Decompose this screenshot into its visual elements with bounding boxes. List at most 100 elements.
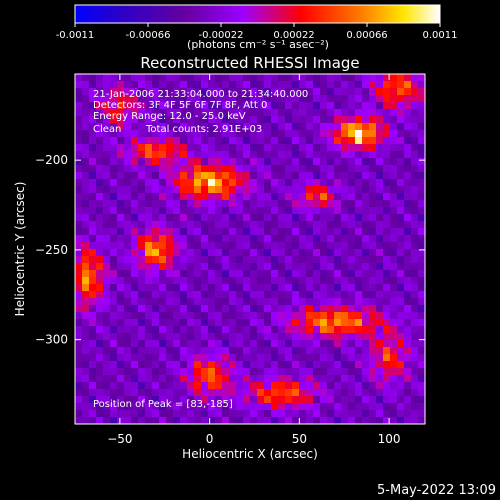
heatmap-cell (89, 88, 97, 96)
heatmap-cell (229, 193, 237, 201)
heatmap-cell (341, 284, 349, 292)
heatmap-cell (229, 172, 237, 180)
heatmap-cell (201, 312, 209, 320)
heatmap-cell (264, 305, 272, 313)
heatmap-cell (348, 235, 356, 243)
heatmap-cell (250, 291, 258, 299)
heatmap-cell (313, 403, 321, 411)
heatmap-cell (348, 270, 356, 278)
heatmap-cell (264, 228, 272, 236)
heatmap-cell (320, 291, 328, 299)
heatmap-cell (355, 74, 363, 82)
heatmap-cell (327, 144, 335, 152)
heatmap-cell (264, 333, 272, 341)
heatmap-cell (327, 74, 335, 82)
heatmap-cell (313, 277, 321, 285)
heatmap-cell (348, 347, 356, 355)
heatmap-cell (257, 333, 265, 341)
heatmap-cell (369, 298, 377, 306)
heatmap-cell (215, 354, 223, 362)
heatmap-cell (257, 403, 265, 411)
heatmap-cell (285, 74, 293, 82)
heatmap-cell (131, 410, 139, 418)
heatmap-cell (320, 74, 328, 82)
heatmap-cell (355, 256, 363, 264)
heatmap-cell (89, 396, 97, 404)
heatmap-cell (369, 130, 377, 138)
heatmap-cell (75, 417, 83, 424)
heatmap-cell (201, 368, 209, 376)
heatmap-cell (383, 186, 391, 194)
heatmap-cell (187, 263, 195, 271)
heatmap-cell (264, 158, 272, 166)
heatmap-cell (341, 242, 349, 250)
heatmap-cell (103, 403, 111, 411)
heatmap-cell (271, 144, 279, 152)
heatmap-cell (383, 319, 391, 327)
heatmap-cell (215, 123, 223, 131)
heatmap-cell (166, 277, 174, 285)
heatmap-cell (404, 277, 412, 285)
heatmap-cell (138, 277, 146, 285)
heatmap-cell (103, 263, 111, 271)
heatmap-cell (145, 88, 153, 96)
heatmap-cell (355, 172, 363, 180)
heatmap-cell (138, 116, 146, 124)
heatmap-cell (215, 235, 223, 243)
heatmap-cell (341, 116, 349, 124)
heatmap-cell (208, 382, 216, 390)
heatmap-cell (117, 242, 125, 250)
heatmap-cell (285, 319, 293, 327)
heatmap-cell (89, 235, 97, 243)
heatmap-cell (145, 417, 153, 424)
heatmap-cell (222, 389, 230, 397)
heatmap-cell (250, 277, 258, 285)
heatmap-cell (271, 291, 279, 299)
heatmap-cell (313, 249, 321, 257)
heatmap-cell (103, 396, 111, 404)
heatmap-cell (89, 270, 97, 278)
heatmap-cell (166, 256, 174, 264)
heatmap-cell (271, 389, 279, 397)
heatmap-cell (397, 284, 405, 292)
heatmap-cell (306, 340, 314, 348)
heatmap-cell (222, 179, 230, 187)
heatmap-cell (418, 347, 425, 355)
heatmap-cell (376, 165, 384, 173)
heatmap-cell (180, 375, 188, 383)
heatmap-cell (159, 158, 167, 166)
heatmap-cell (222, 298, 230, 306)
heatmap-cell (166, 130, 174, 138)
heatmap-cell (236, 326, 244, 334)
heatmap-cell (173, 221, 181, 229)
heatmap-cell (82, 74, 90, 82)
heatmap-cell (131, 403, 139, 411)
heatmap-cell (166, 417, 174, 424)
heatmap-cell (215, 368, 223, 376)
heatmap-cell (411, 130, 419, 138)
heatmap-cell (383, 214, 391, 222)
heatmap-cell (355, 88, 363, 96)
heatmap-cell (348, 403, 356, 411)
heatmap-cell (341, 74, 349, 82)
heatmap-cell (75, 340, 83, 348)
heatmap-cell (75, 298, 83, 306)
heatmap-cell (334, 193, 342, 201)
heatmap-cell (418, 263, 425, 271)
heatmap-cell (404, 186, 412, 194)
heatmap-cell (257, 312, 265, 320)
heatmap-cell (180, 144, 188, 152)
heatmap-cell (82, 396, 90, 404)
heatmap-cell (355, 130, 363, 138)
heatmap-cell (103, 410, 111, 418)
heatmap-cell (355, 368, 363, 376)
heatmap-cell (313, 200, 321, 208)
heatmap-cell (299, 116, 307, 124)
heatmap-cell (397, 263, 405, 271)
heatmap-cell (145, 263, 153, 271)
heatmap-cell (292, 403, 300, 411)
heatmap-cell (397, 151, 405, 159)
heatmap-cell (173, 200, 181, 208)
heatmap-cell (201, 410, 209, 418)
heatmap-cell (369, 312, 377, 320)
